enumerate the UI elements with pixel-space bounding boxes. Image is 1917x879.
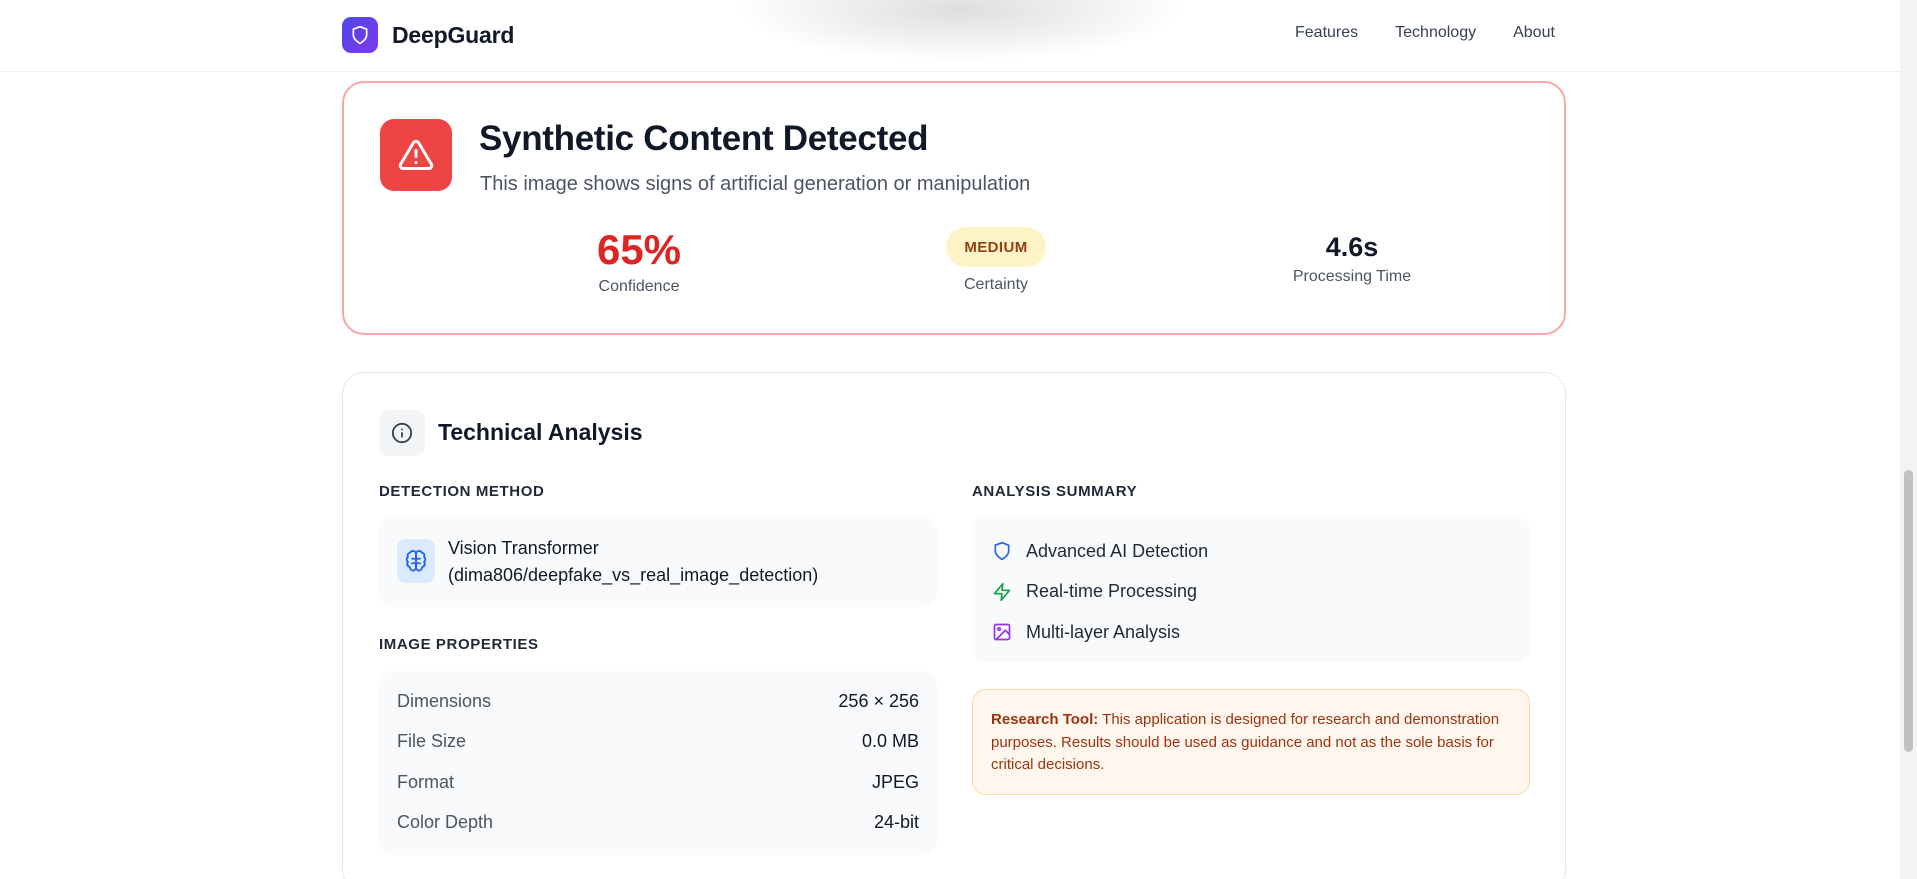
disclaimer-title: Research Tool: [991, 711, 1099, 728]
nav-link-about[interactable]: About [1513, 24, 1555, 41]
nav-link-features[interactable]: Features [1295, 24, 1359, 41]
confidence-value: 65% [596, 226, 682, 273]
processing-time-value: 4.6s [1325, 232, 1379, 262]
summary-item: Multi-layer Analysis [990, 612, 1512, 653]
detection-method-model: Vision Transformer [448, 538, 599, 558]
confidence-label: Confidence [598, 278, 680, 295]
property-row: Color Depth 24-bit [397, 803, 919, 844]
certainty-label: Certainty [963, 276, 1029, 293]
header-shadow-decoration [740, 0, 1180, 60]
brand-name: DeepGuard [392, 21, 515, 48]
result-subtitle: This image shows signs of artificial gen… [480, 173, 1031, 195]
brand[interactable]: DeepGuard [342, 17, 514, 53]
detection-method-heading: DETECTION METHOD [379, 483, 545, 500]
info-icon [379, 410, 425, 456]
property-label: Color Depth [397, 812, 494, 833]
certainty-metric: MEDIUM Certainty [896, 227, 1096, 294]
nav-link-technology[interactable]: Technology [1395, 24, 1477, 41]
lightning-icon [990, 580, 1014, 604]
property-value: 24-bit [873, 812, 919, 833]
property-row: Format JPEG [397, 762, 919, 803]
property-row: File Size 0.0 MB [397, 722, 919, 763]
summary-item: Advanced AI Detection [990, 531, 1512, 572]
image-icon [990, 620, 1014, 644]
detection-method-model-id: (dima806/deepfake_vs_real_image_detectio… [448, 565, 819, 585]
property-label: File Size [397, 731, 467, 752]
summary-item: Real-time Processing [990, 572, 1512, 613]
shield-icon [990, 539, 1014, 563]
summary-item-label: Multi-layer Analysis [1026, 621, 1181, 642]
processing-time-metric: 4.6s Processing Time [1252, 229, 1452, 286]
scrollbar-thumb[interactable] [1904, 470, 1913, 752]
analysis-summary-heading: ANALYSIS SUMMARY [972, 483, 1138, 500]
property-label: Dimensions [397, 690, 492, 711]
image-properties-box: Dimensions 256 × 256 File Size 0.0 MB Fo… [379, 671, 937, 855]
shield-logo-icon [342, 17, 378, 53]
detection-method-box: Vision Transformer (dima806/deepfake_vs_… [379, 517, 937, 607]
summary-item-label: Advanced AI Detection [1026, 540, 1209, 561]
analysis-summary-box: Advanced AI Detection Real-time Processi… [972, 517, 1530, 662]
certainty-badge: MEDIUM [946, 227, 1046, 267]
property-row: Dimensions 256 × 256 [397, 681, 919, 722]
property-label: Format [397, 771, 455, 792]
confidence-metric: 65% Confidence [534, 225, 744, 296]
property-value: 256 × 256 [838, 690, 919, 711]
technical-analysis-title: Technical Analysis [438, 419, 643, 445]
page-scrollbar[interactable] [1900, 0, 1917, 879]
detection-result-card: Synthetic Content Detected This image sh… [342, 81, 1566, 335]
property-value: JPEG [871, 771, 919, 792]
technical-analysis-card: Technical Analysis DETECTION METHOD Visi… [342, 372, 1566, 879]
result-title: Synthetic Content Detected [479, 119, 929, 158]
warning-triangle-icon [380, 119, 452, 191]
summary-item-label: Real-time Processing [1026, 581, 1198, 602]
research-disclaimer: Research Tool: This application is desig… [972, 689, 1530, 795]
detection-method-text: Vision Transformer (dima806/deepfake_vs_… [448, 535, 888, 589]
property-value: 0.0 MB [861, 731, 919, 752]
top-navigation-bar: DeepGuard Features Technology About [0, 0, 1900, 72]
main-nav: Features Technology About [1295, 24, 1555, 42]
processing-time-label: Processing Time [1292, 268, 1412, 285]
disclaimer-text: This application is designed for researc… [991, 711, 1500, 773]
brain-icon [397, 539, 435, 583]
image-properties-heading: IMAGE PROPERTIES [379, 636, 539, 653]
